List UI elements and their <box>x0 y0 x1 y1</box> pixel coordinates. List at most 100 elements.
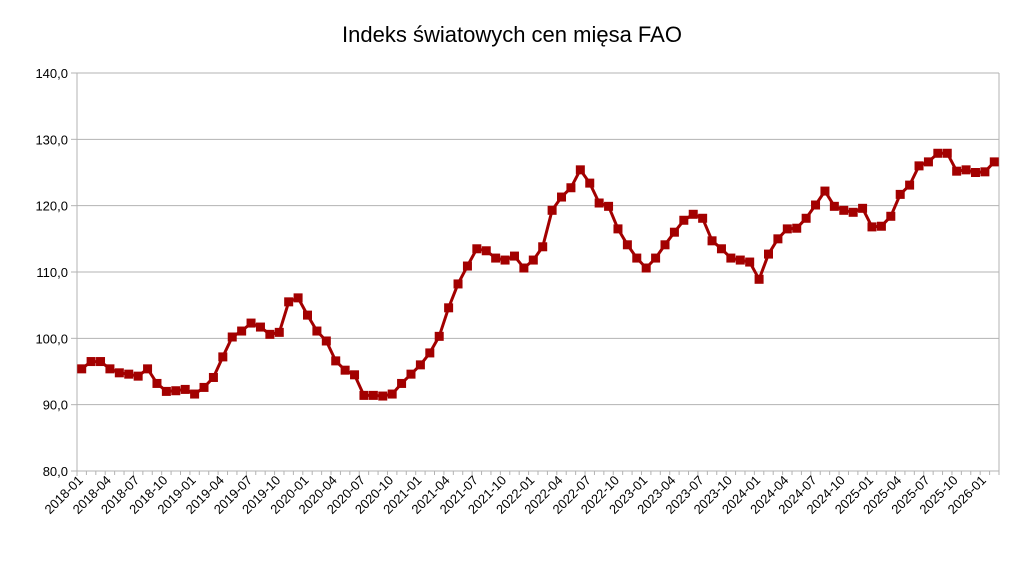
data-point-marker <box>585 178 595 188</box>
data-point-marker <box>406 369 416 379</box>
data-point-marker <box>641 263 651 273</box>
y-tick-label: 120,0 <box>35 199 68 214</box>
data-point-marker <box>359 390 369 400</box>
data-point-marker <box>96 357 106 367</box>
data-series <box>77 148 999 401</box>
data-point-marker <box>594 198 604 208</box>
data-point-marker <box>754 274 764 284</box>
data-point-marker <box>387 389 397 399</box>
data-point-marker <box>905 180 915 190</box>
data-point-marker <box>509 251 519 261</box>
data-point-marker <box>255 322 265 332</box>
data-point-marker <box>716 244 726 254</box>
data-point-marker <box>481 246 491 256</box>
data-point-marker <box>839 205 849 215</box>
data-point-marker <box>613 224 623 234</box>
data-point-marker <box>180 384 190 394</box>
data-point-marker <box>350 370 360 380</box>
data-point-marker <box>397 378 407 388</box>
data-point-marker <box>698 213 708 223</box>
data-point-marker <box>566 183 576 193</box>
data-point-marker <box>792 223 802 233</box>
data-point-marker <box>303 310 312 320</box>
y-tick-label: 110,0 <box>36 265 68 280</box>
data-point-marker <box>500 255 510 265</box>
data-point-marker <box>208 372 218 382</box>
data-point-marker <box>453 279 463 289</box>
data-point-marker <box>444 303 454 313</box>
data-point-marker <box>321 336 331 346</box>
data-point-marker <box>942 148 952 158</box>
data-point-marker <box>980 167 990 177</box>
y-tick-label: 130,0 <box>35 132 68 147</box>
data-point-marker <box>622 240 632 250</box>
data-point-marker <box>660 240 670 250</box>
data-point-marker <box>604 201 614 211</box>
data-point-marker <box>886 211 896 221</box>
data-point-marker <box>124 369 134 379</box>
data-point-marker <box>782 224 792 234</box>
data-point-marker <box>914 161 924 171</box>
data-point-marker <box>331 356 341 366</box>
data-point-marker <box>114 368 124 378</box>
data-point-marker <box>227 332 237 342</box>
data-point-marker <box>961 165 971 175</box>
data-point-marker <box>735 255 745 265</box>
data-point-marker <box>143 364 153 374</box>
data-point-marker <box>415 360 425 370</box>
data-point-marker <box>199 382 209 392</box>
data-point-marker <box>876 221 886 231</box>
data-point-marker <box>274 327 284 337</box>
x-axis-tick-labels: 2018-012018-042018-072018-102019-012019-… <box>41 473 989 517</box>
data-point-marker <box>811 200 821 210</box>
data-point-marker <box>829 201 839 211</box>
y-axis-tick-labels: 80,0 90,0 100,0 110,0 120,0 130,0 140,0 <box>35 66 68 479</box>
data-point-marker <box>491 253 501 263</box>
data-point-marker <box>105 364 115 374</box>
data-point-marker <box>171 386 181 396</box>
data-point-marker <box>538 242 548 252</box>
data-point-marker <box>745 257 755 267</box>
data-point-marker <box>669 227 679 237</box>
data-point-marker <box>989 157 999 167</box>
data-point-marker <box>368 390 378 400</box>
data-point-marker <box>528 255 538 265</box>
data-point-marker <box>726 253 736 263</box>
data-point-marker <box>575 165 585 175</box>
data-point-marker <box>867 222 877 232</box>
data-point-marker <box>425 348 435 358</box>
data-point-marker <box>651 253 661 263</box>
data-point-marker <box>688 209 698 219</box>
data-point-marker <box>547 205 557 215</box>
chart-title: Indeks światowych cen mięsa FAO <box>342 22 682 47</box>
y-tick-label: 140,0 <box>35 66 68 81</box>
data-point-marker <box>923 157 933 167</box>
data-point-marker <box>312 326 322 336</box>
data-point-marker <box>434 331 444 341</box>
data-point-marker <box>265 329 275 339</box>
axes <box>71 72 1000 476</box>
y-tick-label: 100,0 <box>35 331 68 346</box>
data-point-marker <box>858 203 868 213</box>
data-point-marker <box>462 261 472 271</box>
data-point-marker <box>293 293 303 303</box>
data-point-marker <box>86 357 96 367</box>
data-point-marker <box>848 207 858 217</box>
data-point-marker <box>773 234 783 244</box>
data-point-marker <box>237 326 247 336</box>
data-point-marker <box>152 378 162 388</box>
data-point-marker <box>952 166 962 176</box>
data-point-marker <box>557 192 567 202</box>
data-point-marker <box>519 263 529 273</box>
data-point-marker <box>246 318 256 328</box>
data-point-marker <box>632 253 642 263</box>
data-point-marker <box>764 249 773 259</box>
data-point-marker <box>77 364 87 374</box>
data-point-marker <box>820 186 830 196</box>
y-tick-label: 90,0 <box>43 398 68 413</box>
data-point-marker <box>801 213 811 223</box>
data-point-marker <box>378 391 388 401</box>
gridlines <box>77 72 999 472</box>
